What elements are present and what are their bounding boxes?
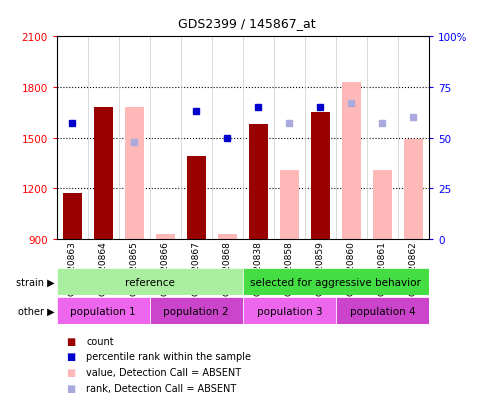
Text: reference: reference (125, 277, 175, 287)
Bar (125, 108, 143, 240)
Bar (280, 171, 299, 240)
Bar (156, 235, 175, 240)
Text: ■: ■ (67, 351, 76, 361)
Text: ■: ■ (67, 383, 76, 393)
Bar (249, 125, 268, 240)
Bar (57, 268, 243, 295)
Bar (94, 108, 112, 240)
Bar (342, 83, 361, 240)
Bar (150, 297, 243, 324)
Text: ■: ■ (67, 336, 76, 346)
Bar (57, 297, 150, 324)
Bar (218, 235, 237, 240)
Text: population 1: population 1 (70, 306, 136, 316)
Text: percentile rank within the sample: percentile rank within the sample (86, 351, 251, 361)
Bar (243, 268, 429, 295)
Text: ■: ■ (67, 367, 76, 377)
Text: selected for aggressive behavior: selected for aggressive behavior (250, 277, 422, 287)
Bar (63, 193, 81, 240)
Bar (187, 157, 206, 240)
Text: value, Detection Call = ABSENT: value, Detection Call = ABSENT (86, 367, 242, 377)
Bar (243, 297, 336, 324)
Text: GDS2399 / 145867_at: GDS2399 / 145867_at (177, 17, 316, 29)
Text: rank, Detection Call = ABSENT: rank, Detection Call = ABSENT (86, 383, 237, 393)
Bar (311, 113, 330, 240)
Bar (336, 297, 429, 324)
Text: strain ▶: strain ▶ (16, 277, 54, 287)
Text: count: count (86, 336, 114, 346)
Text: population 3: population 3 (256, 306, 322, 316)
Text: population 2: population 2 (164, 306, 229, 316)
Text: other ▶: other ▶ (18, 306, 54, 316)
Text: population 4: population 4 (350, 306, 415, 316)
Bar (404, 140, 423, 240)
Bar (373, 171, 391, 240)
